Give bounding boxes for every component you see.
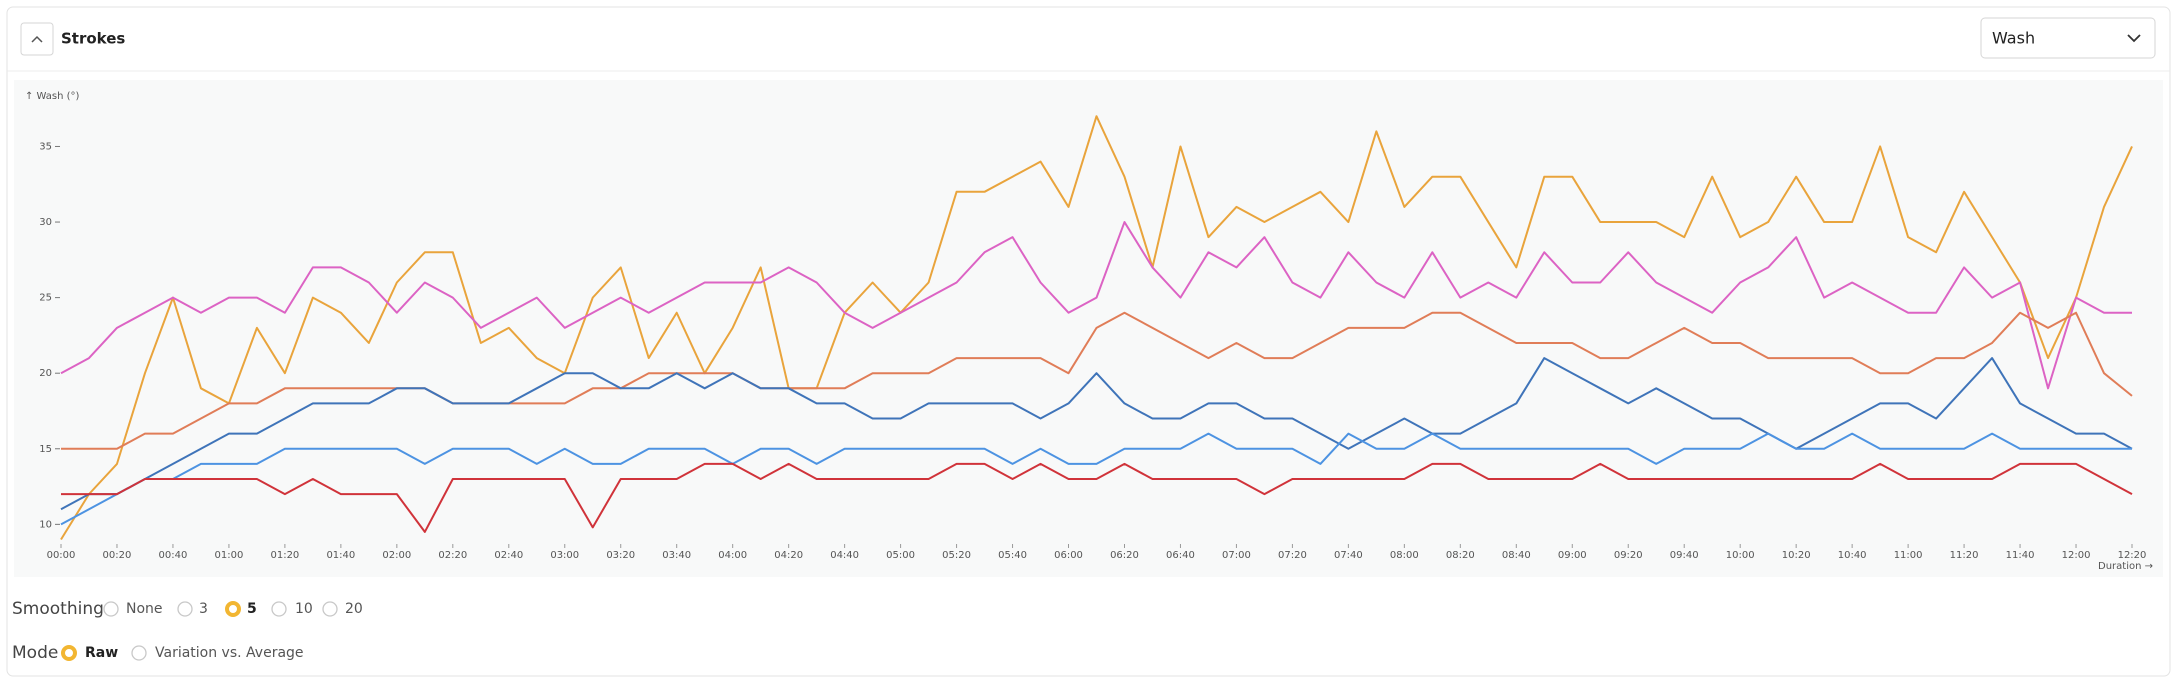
radio-label: 3 — [199, 601, 208, 617]
x-tick-label: 08:40 — [1502, 550, 1531, 561]
radio-selected[interactable] — [61, 645, 77, 661]
x-tick-label: 05:20 — [942, 550, 971, 561]
y-tick-label: 30 — [39, 217, 52, 228]
x-tick-label: 04:20 — [774, 550, 803, 561]
radio[interactable] — [103, 601, 119, 617]
series-line — [60, 115, 2133, 540]
x-tick-label: 02:40 — [494, 550, 523, 561]
x-tick-label: 05:40 — [998, 550, 1027, 561]
x-tick-label: 00:40 — [159, 550, 188, 561]
radio[interactable] — [322, 601, 338, 617]
collapse-button[interactable] — [20, 22, 54, 56]
series-line — [61, 462, 2133, 533]
radio-label: 20 — [345, 601, 363, 617]
radio[interactable] — [131, 645, 147, 661]
x-tick-label: 04:00 — [718, 550, 747, 561]
x-tick-label: 11:40 — [2006, 550, 2035, 561]
x-tick-label: 10:20 — [1782, 550, 1811, 561]
radio[interactable] — [177, 601, 193, 617]
x-tick-label: 07:20 — [1278, 550, 1307, 561]
x-tick-label: 08:00 — [1390, 550, 1419, 561]
x-tick-label: 05:00 — [886, 550, 915, 561]
radio-label: Variation vs. Average — [155, 645, 304, 661]
x-tick-label: 10:00 — [1726, 550, 1755, 561]
x-tick-label: 06:20 — [1110, 550, 1139, 561]
y-tick-label: 15 — [39, 444, 52, 455]
card-title: Strokes — [61, 30, 125, 48]
chevron-down — [2127, 34, 2141, 43]
radio-label: 5 — [247, 601, 257, 617]
x-tick-label: 02:20 — [438, 550, 467, 561]
x-tick-label: 01:40 — [326, 550, 355, 561]
controls: Smoothing None 3 5 10 20 Mode Raw Variation vs. … — [12, 599, 363, 663]
y-tick-label: 10 — [39, 519, 52, 530]
radio-selected[interactable] — [225, 601, 241, 617]
x-tick-label: 00:00 — [47, 550, 76, 561]
control-label: Mode — [12, 643, 58, 663]
x-tick-label: 11:00 — [1894, 550, 1923, 561]
x-tick-label: 08:20 — [1446, 550, 1475, 561]
x-tick-label: 04:40 — [830, 550, 859, 561]
plot: 10 15 20 25 30 35 00:00 00:20 00:40 01:00 01:20 01:… — [39, 115, 2147, 561]
x-tick-label: 06:00 — [1054, 550, 1083, 561]
y-tick-label: 20 — [39, 368, 52, 379]
y-axis-label: ↑ Wash (°) — [25, 91, 80, 102]
series-line — [60, 221, 2132, 390]
x-tick-label: 03:00 — [550, 550, 579, 561]
x-tick-label: 02:00 — [382, 550, 411, 561]
x-axis-label: Duration → — [2098, 561, 2153, 572]
metric-dropdown[interactable] — [1980, 17, 2156, 59]
x-tick-label: 01:00 — [215, 550, 244, 561]
x-tick-label: 09:40 — [1670, 550, 1699, 561]
dropdown-value: Wash — [1992, 29, 2035, 48]
radio-label: 10 — [295, 601, 313, 617]
series-line — [60, 432, 2132, 526]
x-tick-label: 03:40 — [662, 550, 691, 561]
y-tick-label: 25 — [39, 293, 52, 304]
x-tick-label: 09:20 — [1614, 550, 1643, 561]
x-tick-label: 10:40 — [1838, 550, 1867, 561]
x-tick-label: 09:00 — [1558, 550, 1587, 561]
x-tick-label: 06:40 — [1166, 550, 1195, 561]
radio[interactable] — [271, 601, 287, 617]
y-tick-label: 35 — [39, 141, 52, 152]
plot-background — [14, 80, 2163, 577]
x-tick-label: 12:20 — [2118, 550, 2147, 561]
x-tick-label: 03:20 — [606, 550, 635, 561]
radio-label: Raw — [85, 645, 118, 661]
x-tick-label: 07:00 — [1222, 550, 1251, 561]
x-tick-label: 01:20 — [270, 550, 299, 561]
x-tick-label: 07:40 — [1334, 550, 1363, 561]
x-tick-label: 11:20 — [1950, 550, 1979, 561]
chevron-up — [31, 35, 43, 43]
control-label: Smoothing — [12, 599, 104, 619]
radio-label: None — [126, 601, 163, 617]
x-tick-label: 00:20 — [103, 550, 132, 561]
x-tick-label: 12:00 — [2062, 550, 2091, 561]
